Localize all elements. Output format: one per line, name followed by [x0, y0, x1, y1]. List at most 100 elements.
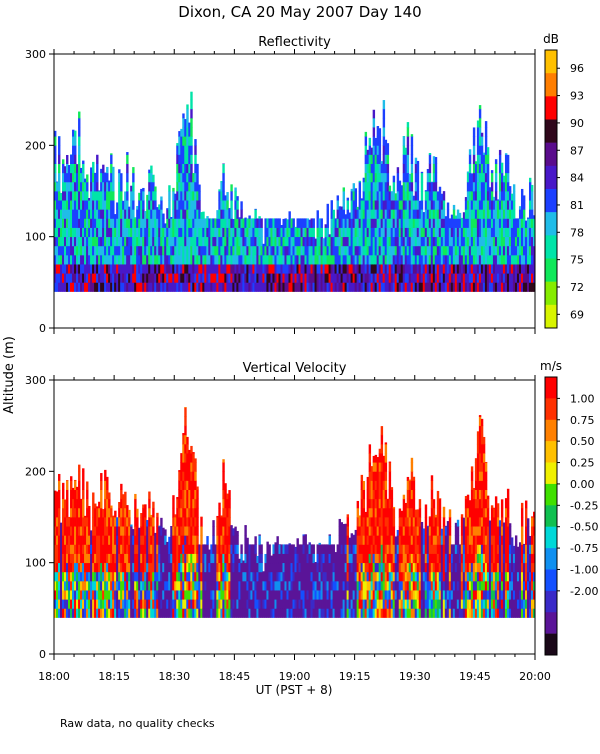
- heatmap-cell: [196, 173, 198, 183]
- heatmap-cell: [383, 118, 385, 128]
- heatmap-cell: [194, 458, 196, 462]
- colorbar-swatch: [545, 212, 557, 235]
- heatmap-cell: [222, 471, 224, 481]
- heatmap-cell: [58, 154, 60, 164]
- heatmap-cell: [126, 173, 128, 183]
- heatmap-cell: [190, 100, 192, 110]
- heatmap-cell: [58, 499, 60, 509]
- heatmap-cell: [305, 534, 307, 535]
- colorbar-tick-label: 78: [570, 226, 584, 239]
- heatmap-cell: [92, 162, 94, 164]
- heatmap-cell: [481, 136, 483, 146]
- heatmap-cell: [200, 517, 202, 518]
- heatmap-cell: [381, 444, 383, 454]
- heatmap-cell: [230, 209, 232, 219]
- heatmap-cell: [327, 204, 329, 210]
- heatmap-cell: [136, 509, 138, 518]
- heatmap-cell: [112, 182, 114, 192]
- heatmap-cell: [194, 139, 196, 146]
- heatmap-cell: [78, 118, 80, 128]
- heatmap-cell: [369, 453, 371, 463]
- heatmap-cell: [343, 200, 345, 210]
- heatmap-cell: [190, 92, 192, 100]
- heatmap-cell: [297, 538, 299, 545]
- heatmap-cell: [385, 480, 387, 490]
- heatmap-cell: [66, 480, 68, 481]
- heatmap-cell: [240, 544, 242, 554]
- heatmap-cell: [417, 182, 419, 192]
- heatmap-cell: [226, 192, 228, 201]
- heatmap-cell: [126, 191, 128, 201]
- heatmap-cell: [365, 136, 367, 146]
- colorbar-swatch: [545, 282, 557, 305]
- heatmap-cell: [513, 191, 515, 201]
- heatmap-cell: [347, 198, 349, 201]
- heatmap-cell: [58, 508, 60, 518]
- heatmap-cell: [321, 218, 323, 228]
- heatmap-cell: [389, 186, 391, 192]
- heatmap-cell: [347, 200, 349, 210]
- heatmap-cell: [479, 118, 481, 128]
- heatmap-cell: [487, 154, 489, 164]
- heatmap-cell: [222, 462, 224, 472]
- heatmap-cell: [106, 480, 108, 490]
- heatmap-cell: [293, 218, 295, 228]
- heatmap-cell: [313, 228, 315, 238]
- colorbar-tick-label: 69: [570, 308, 584, 321]
- heatmap-cell: [198, 191, 200, 201]
- heatmap-cell: [78, 154, 80, 164]
- heatmap-cell: [152, 502, 154, 509]
- heatmap-cell: [156, 517, 158, 527]
- heatmap-cell: [224, 483, 226, 490]
- heatmap-cell: [190, 145, 192, 155]
- heatmap-cell: [186, 437, 188, 444]
- heatmap-cell: [222, 182, 224, 192]
- heatmap-cell: [417, 164, 419, 174]
- heatmap-cell: [78, 471, 80, 481]
- heatmap-cell: [387, 154, 389, 164]
- x-axis-label: UT (PST + 8): [256, 683, 333, 697]
- heatmap-cell: [92, 164, 94, 174]
- heatmap-cell: [507, 173, 509, 183]
- heatmap-cell: [397, 167, 399, 173]
- heatmap-cell: [192, 452, 194, 453]
- heatmap-cell: [429, 164, 431, 174]
- heatmap-cell: [222, 164, 224, 174]
- heatmap-cell: [244, 526, 246, 536]
- heatmap-cell: [128, 510, 130, 518]
- heatmap-cell: [276, 536, 278, 545]
- y-tick-label: 0: [39, 322, 46, 335]
- heatmap-cell: [485, 136, 487, 146]
- heatmap-cell: [222, 173, 224, 183]
- heatmap-cell: [407, 122, 409, 127]
- heatmap-cell: [172, 495, 174, 499]
- heatmap-cell: [411, 164, 413, 174]
- heatmap-cell: [317, 210, 319, 219]
- heatmap-cell: [385, 490, 387, 500]
- heatmap-cell: [234, 188, 236, 192]
- heatmap-cell: [228, 508, 230, 518]
- heatmap-cell: [495, 191, 497, 201]
- heatmap-cell: [118, 169, 120, 173]
- heatmap-cell: [144, 508, 146, 518]
- colorbar-swatch: [545, 259, 557, 282]
- heatmap-cell: [194, 471, 196, 481]
- heatmap-cell: [200, 526, 202, 536]
- heatmap-cell: [152, 175, 154, 183]
- colorbar-swatch: [545, 143, 557, 166]
- heatmap-cell: [144, 504, 146, 508]
- heatmap-cell: [96, 164, 98, 174]
- heatmap-cell: [258, 535, 260, 545]
- heatmap-cell: [92, 492, 94, 499]
- figure-title: Dixon, CA 20 May 2007 Day 140: [178, 3, 421, 21]
- heatmap-cell: [387, 143, 389, 146]
- colorbar-swatch: [545, 120, 557, 143]
- heatmap-cell: [407, 136, 409, 146]
- heatmap-cell: [66, 490, 68, 500]
- heatmap-cell: [168, 191, 170, 201]
- heatmap-cell: [78, 480, 80, 490]
- heatmap-cell: [184, 407, 186, 417]
- heatmap-cell: [110, 154, 112, 164]
- heatmap-cell: [513, 184, 515, 191]
- heatmap-cell: [58, 145, 60, 155]
